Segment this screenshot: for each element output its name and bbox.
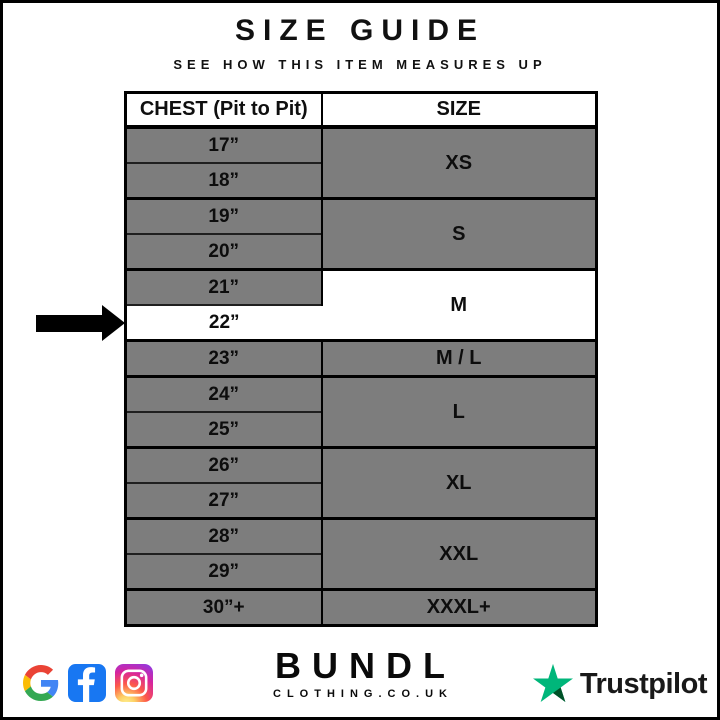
measurement-cell: 19”: [125, 197, 323, 234]
measurement-cell: 23”: [125, 339, 323, 377]
page-subtitle: SEE HOW THIS ITEM MEASURES UP: [173, 57, 547, 72]
chest-column-header: CHEST (Pit to Pit): [125, 92, 323, 129]
table-header-row: CHEST (Pit to Pit) SIZE: [125, 92, 597, 129]
measurement-cell: 30”+: [125, 588, 323, 626]
table-row: 30”+ XXXL+: [125, 588, 597, 626]
table-row: 18”: [125, 162, 597, 199]
trustpilot-star-icon: [532, 663, 573, 702]
measurement-cell: 25”: [125, 411, 323, 448]
measurement-cell: 17”: [125, 125, 323, 163]
measurement-cell-highlighted: 22”: [125, 304, 322, 341]
trustpilot-logo: Trustpilot: [531, 663, 708, 705]
social-icons: [23, 664, 153, 702]
arrow-shaft: [36, 315, 103, 332]
table-row: 26” XL: [125, 446, 597, 519]
size-cell: S: [321, 197, 597, 270]
table-row: 21” M: [125, 268, 597, 341]
page-title: SIZE GUIDE: [234, 14, 486, 47]
measurement-cell: 21”: [125, 268, 323, 305]
size-cell: XL: [321, 446, 597, 519]
measurement-cell: 18”: [125, 162, 323, 199]
trustpilot-label: Trustpilot: [579, 667, 708, 700]
table-row: 29”: [125, 553, 597, 590]
measurement-cell: 27”: [125, 482, 323, 519]
brand-tagline: CLOTHING.CO.UK: [273, 688, 453, 700]
table-row: 17” XS: [125, 125, 597, 199]
size-guide-table: CHEST (Pit to Pit) SIZE 17” XS 18” 19” S…: [124, 91, 598, 627]
instagram-icon: [115, 664, 153, 702]
arrow-icon: [36, 305, 125, 342]
measurement-cell: 26”: [125, 446, 323, 483]
arrow-head: [102, 305, 125, 341]
facebook-icon: [68, 664, 106, 702]
google-icon: [23, 665, 59, 701]
table-row: 27”: [125, 482, 597, 519]
size-cell: L: [321, 375, 597, 448]
measurement-cell: 20”: [125, 233, 323, 270]
table-row: 25”: [125, 411, 597, 448]
table-row: 19” S: [125, 197, 597, 270]
table-row: 20”: [125, 233, 597, 270]
table-row-highlighted: 22”: [125, 304, 597, 341]
measurement-cell: 24”: [125, 375, 323, 412]
brand-name: BUNDL: [275, 645, 456, 686]
size-column-header: SIZE: [321, 92, 597, 129]
size-cell-highlighted: M: [321, 268, 597, 341]
measurement-cell: 29”: [125, 553, 323, 590]
table-row: 24” L: [125, 375, 597, 448]
brand-logo: BUNDL CLOTHING.CO.UK: [3, 645, 717, 701]
size-cell: XXL: [321, 517, 597, 590]
size-cell: XXXL+: [321, 588, 597, 626]
measurement-cell: 28”: [125, 517, 323, 554]
size-cell: M / L: [321, 339, 597, 377]
size-cell: XS: [321, 125, 597, 199]
table-row: 23” M / L: [125, 339, 597, 377]
table-row: 28” XXL: [125, 517, 597, 590]
